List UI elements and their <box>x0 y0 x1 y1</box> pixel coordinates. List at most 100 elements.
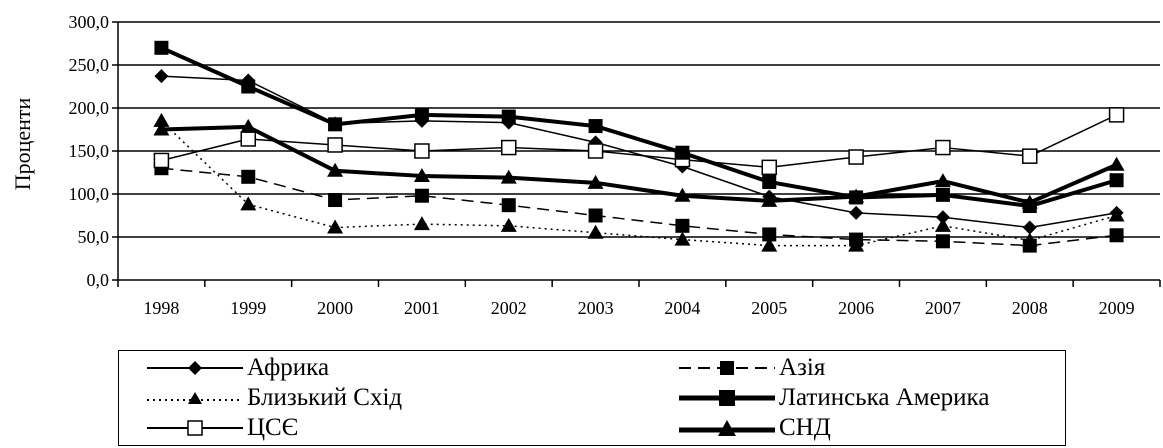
data-point-cis <box>587 174 604 189</box>
data-point-latin-america <box>1022 199 1037 214</box>
legend-line-asia <box>679 361 775 375</box>
data-point-cis <box>934 173 951 188</box>
x-tick-label: 2005 <box>751 298 787 318</box>
legend: Африка Близький Схід ЦСЄ Азія Латинська … <box>118 350 1066 446</box>
y-tick-label: 200,0 <box>69 98 110 118</box>
legend-label-cse: ЦСЄ <box>247 414 299 441</box>
data-point-middle-east <box>413 216 430 231</box>
data-point-asia <box>501 198 516 213</box>
data-point-cis <box>153 121 170 136</box>
axes <box>112 21 1161 287</box>
data-point-asia <box>935 234 950 249</box>
data-point-cse <box>240 131 256 147</box>
series-group <box>153 40 1125 253</box>
x-tick-label: 1998 <box>143 298 179 318</box>
data-point-latin-america <box>328 117 343 132</box>
data-point-africa <box>1022 220 1037 235</box>
data-point-asia <box>1022 238 1037 253</box>
legend-line-africa <box>147 361 243 375</box>
y-tick-label: 0,0 <box>87 270 110 290</box>
data-point-latin-america <box>154 40 169 55</box>
data-point-middle-east <box>761 237 778 252</box>
data-point-middle-east <box>587 224 604 239</box>
x-tick-label: 2000 <box>317 298 353 318</box>
x-tick-label: 2001 <box>404 298 440 318</box>
data-point-latin-america <box>501 109 516 124</box>
y-tick-labels: 0,0 50,0 100,0 150,0 200,0 250,0 300,0 <box>69 12 110 290</box>
data-point-middle-east <box>934 217 951 232</box>
series-line-asia <box>161 167 1117 247</box>
data-point-africa <box>1109 205 1124 220</box>
legend-line-latin-america <box>679 390 775 406</box>
gridlines <box>118 21 1160 238</box>
legend-label-africa: Африка <box>247 354 330 381</box>
legend-item-asia: Азія <box>677 353 825 383</box>
x-tick-label: 2006 <box>838 298 874 318</box>
legend-label-middle-east: Близький Схід <box>247 384 403 411</box>
x-tick-label: 2002 <box>491 298 527 318</box>
data-point-middle-east <box>240 196 257 211</box>
data-point-latin-america <box>849 190 864 205</box>
legend-label-latin-america: Латинська Америка <box>779 384 990 411</box>
legend-item-latin-america: Латинська Америка <box>677 383 989 413</box>
data-point-africa <box>849 205 864 220</box>
data-point-asia <box>1109 228 1124 243</box>
y-tick-label: 100,0 <box>69 184 110 204</box>
series-line-africa <box>161 75 1117 229</box>
data-point-africa <box>935 210 950 225</box>
legend-label-asia: Азія <box>779 354 826 381</box>
series-line-cse <box>161 114 1117 169</box>
y-tick-label: 50,0 <box>78 227 110 247</box>
legend-item-middle-east: Близький Схід <box>145 383 402 413</box>
legend-line-cse <box>147 420 243 436</box>
data-point-cis <box>327 162 344 177</box>
data-point-asia <box>762 227 777 242</box>
data-point-cse <box>761 159 777 176</box>
y-tick-label: 250,0 <box>69 55 110 75</box>
data-point-asia <box>414 188 429 203</box>
x-tick-label: 1999 <box>230 298 266 318</box>
data-point-asia <box>675 218 690 233</box>
y-tick-label: 300,0 <box>69 12 110 32</box>
data-point-cse <box>327 137 343 153</box>
data-point-latin-america <box>414 107 429 122</box>
x-tick-label: 2003 <box>578 298 614 318</box>
data-point-cse <box>848 149 864 165</box>
x-tick-label: 2009 <box>1099 298 1135 318</box>
legend-line-cis <box>679 420 775 436</box>
series-cse <box>153 107 1125 176</box>
data-point-latin-america <box>935 187 950 202</box>
data-point-middle-east <box>500 217 517 232</box>
x-tick-label: 2004 <box>664 298 700 318</box>
data-point-latin-america <box>588 119 603 134</box>
data-point-cse <box>414 143 430 159</box>
data-point-middle-east <box>153 112 170 127</box>
series-line-middle-east <box>160 120 1117 247</box>
data-point-cis <box>240 118 257 133</box>
series-line-cis <box>161 124 1118 205</box>
data-point-latin-america <box>241 79 256 94</box>
data-point-asia <box>849 232 864 247</box>
data-point-latin-america <box>1109 173 1124 188</box>
legend-line-middle-east <box>147 392 243 404</box>
data-point-asia <box>588 208 603 223</box>
legend-item-africa: Африка <box>145 353 329 383</box>
series-line-latin-america <box>160 45 1118 209</box>
series-middle-east <box>153 112 1125 252</box>
series-latin-america <box>154 40 1124 214</box>
data-point-asia <box>241 169 256 184</box>
data-point-latin-america <box>762 174 777 189</box>
data-point-cse <box>587 143 604 159</box>
series-cis <box>153 118 1125 209</box>
data-point-cis <box>1108 156 1125 171</box>
data-point-cse <box>153 152 170 169</box>
data-point-middle-east <box>327 219 344 234</box>
data-point-cis <box>674 187 691 202</box>
legend-label-cis: СНД <box>779 414 831 441</box>
legend-item-cis: СНД <box>677 413 831 443</box>
legend-item-cse: ЦСЄ <box>145 413 298 443</box>
x-tick-label: 2008 <box>1012 298 1048 318</box>
data-point-africa <box>154 69 169 84</box>
data-point-cse <box>501 139 517 156</box>
